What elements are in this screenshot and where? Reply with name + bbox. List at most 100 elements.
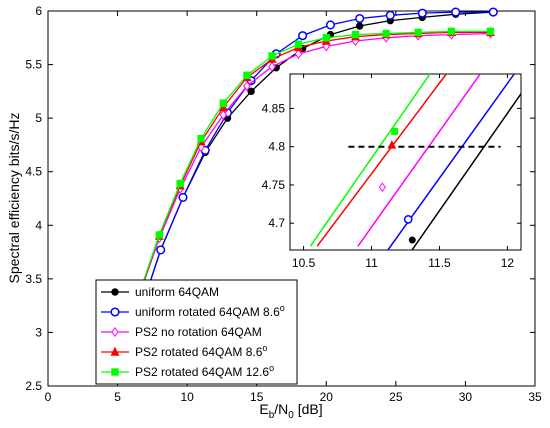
- inset-series-2-line: [386, 74, 515, 250]
- legend-item-4-label-sup: o: [262, 343, 267, 353]
- legend-item-4-label: PS2 rotated 64QAM 8.6o: [135, 343, 267, 359]
- x-axis-label-n: /N: [274, 401, 288, 417]
- x-tick-label: 5: [114, 390, 121, 404]
- y-tick-label: 3.5: [25, 272, 42, 286]
- series-3-point: [294, 48, 303, 59]
- series-2-point: [178, 192, 188, 202]
- inset-x-tick-label: 12: [501, 256, 515, 270]
- series-5-point: [243, 71, 251, 79]
- x-axis-label-sub-0: 0: [288, 410, 294, 421]
- inset-series-clipped: [309, 74, 521, 250]
- x-tick-label: 10: [180, 390, 194, 404]
- legend-item-3: PS2 no rotation 64QAM: [101, 325, 262, 339]
- series-5-point: [176, 179, 184, 188]
- inset-y-tick-label: 4.75: [262, 178, 286, 192]
- series-5-point: [268, 52, 276, 60]
- legend-box: [95, 279, 298, 385]
- inset-axis-ticks: 10.5 11 11.5 12 4.7 4.75 4.8 4.85: [262, 74, 521, 270]
- series-2-point: [488, 7, 498, 17]
- series-1-point: [247, 87, 255, 96]
- series-5-point: [447, 27, 456, 36]
- series-5-point: [414, 28, 422, 37]
- series-3-point: [219, 109, 228, 120]
- x-tick-label: 35: [528, 390, 542, 404]
- series-5-point: [322, 34, 330, 42]
- series-2-point: [355, 13, 365, 24]
- x-tick-label: 20: [320, 390, 334, 404]
- inset-series-2-point: [403, 215, 413, 224]
- legend-item-4-label-text: PS2 rotated 64QAM 8.6: [135, 345, 263, 359]
- main-series-group: [115, 7, 498, 362]
- x-tick-label: 30: [459, 390, 473, 404]
- legend-item-1-label-text: uniform 64QAM: [135, 285, 219, 299]
- y-axis-label: Spectral efficiency bits/s/Hz: [6, 113, 22, 284]
- series-2-point: [298, 31, 308, 41]
- legend-item-5-label: PS2 rotated 64QAM 12.6o: [135, 363, 274, 379]
- series-5-point: [219, 99, 228, 107]
- legend-item-2-label: uniform rotated 64QAM 8.6o: [135, 303, 285, 319]
- legend-item-5-label-text: PS2 rotated 64QAM 12.6: [135, 365, 269, 379]
- series-1-point: [355, 22, 364, 30]
- legend-item-5-label-sup: o: [269, 363, 274, 373]
- x-tick-label: 25: [389, 390, 403, 404]
- x-tick-label: 0: [45, 390, 52, 404]
- series-2-point: [325, 20, 336, 30]
- legend-item-2: uniform rotated 64QAM 8.6o: [101, 303, 285, 319]
- inset-series-1-line: [411, 92, 521, 250]
- legend-item-2-marker: [110, 307, 120, 317]
- series-2-point: [417, 8, 427, 18]
- y-tick-label: 4: [35, 218, 42, 232]
- legend-item-1-marker: [111, 288, 119, 296]
- legend-item-5-marker: [111, 368, 119, 376]
- inset-x-tick-label: 11.5: [428, 256, 451, 270]
- inset-series-5-line: [309, 74, 431, 247]
- series-3-point: [243, 80, 251, 92]
- legend-item-2-label-text: uniform rotated 64QAM 8.6: [135, 305, 280, 319]
- legend-item-3-label-text: PS2 no rotation 64QAM: [135, 325, 262, 339]
- x-axis-label-sub-b: b: [269, 410, 275, 421]
- inset-y-tick-label: 4.85: [262, 101, 286, 115]
- series-5-point: [197, 134, 205, 143]
- inset-series-1-point: [408, 236, 416, 244]
- x-axis-label: Eb/N0 [dB]: [259, 401, 322, 421]
- x-axis-label-e: E: [259, 401, 268, 417]
- inset-series-3-point: [378, 182, 387, 193]
- legend-item-1-label: uniform 64QAM: [135, 285, 219, 299]
- inset-series-4-line: [316, 74, 447, 247]
- inset-series-5-point: [391, 127, 399, 135]
- y-tick-label: 4.5: [25, 165, 42, 179]
- x-axis-label-unit: [dB]: [294, 401, 323, 417]
- legend-item-3-marker: [111, 326, 119, 338]
- inset-x-tick-label: 10.5: [292, 256, 316, 270]
- x-tick-label: 15: [250, 390, 264, 404]
- series-5-point: [486, 27, 495, 36]
- inset-y-tick-label: 4.8: [268, 140, 285, 154]
- series-5-point: [155, 231, 164, 239]
- series-2-point: [156, 245, 166, 255]
- series-5-point: [351, 30, 360, 39]
- series-5-point: [294, 40, 303, 48]
- y-tick-label: 5: [35, 111, 42, 125]
- y-tick-label: 6: [35, 4, 42, 18]
- legend-item-4: PS2 rotated 64QAM 8.6o: [101, 343, 267, 359]
- series-3-point: [268, 61, 276, 72]
- inset-y-tick-label: 4.7: [268, 216, 285, 230]
- series-2-point: [385, 10, 395, 20]
- inset-plot-area: [289, 73, 522, 251]
- series-2-point: [451, 7, 461, 17]
- inset-series-group: [309, 74, 521, 250]
- inset-x-tick-label: 11: [365, 256, 378, 270]
- series-5-point: [382, 29, 390, 38]
- y-tick-label: 2.5: [25, 379, 42, 393]
- legend-item-1: uniform 64QAM: [101, 285, 219, 299]
- inset-series-4-point: [387, 140, 397, 149]
- y-tick-label: 5.5: [25, 58, 42, 72]
- legend-item-5: PS2 rotated 64QAM 12.6o: [101, 363, 274, 379]
- legend-item-3-label: PS2 no rotation 64QAM: [135, 325, 262, 339]
- legend-item-2-label-sup: o: [280, 303, 285, 313]
- y-tick-label: 3: [35, 325, 42, 339]
- inset-series-3-line: [357, 74, 481, 247]
